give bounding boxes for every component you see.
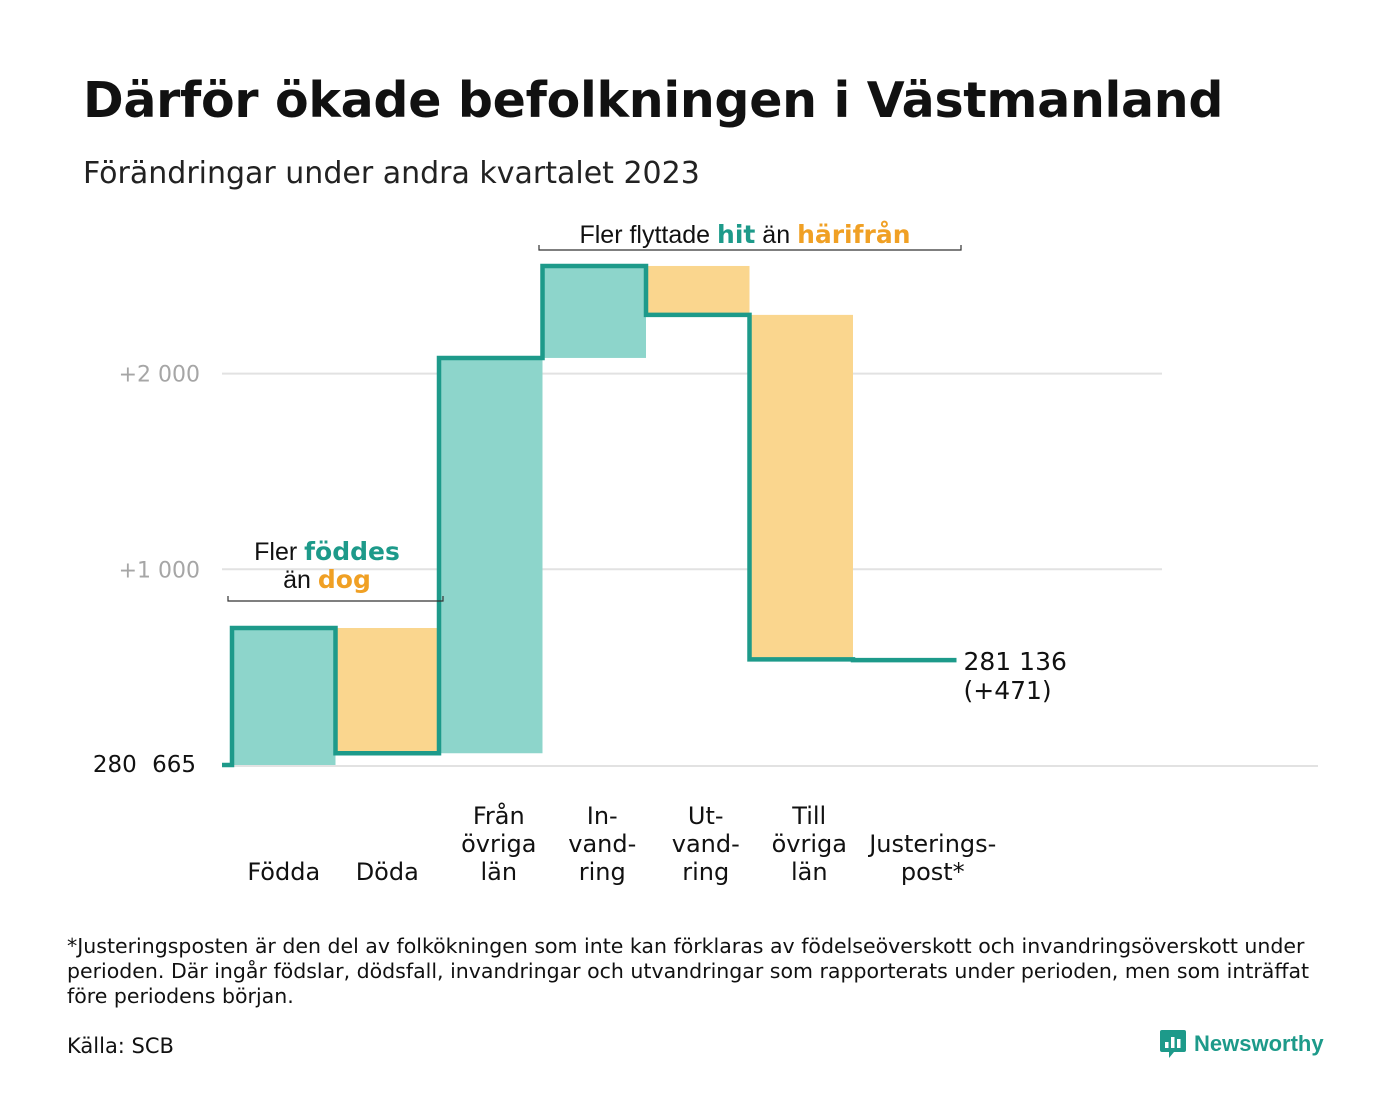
x-category-label-line: övriga [461,830,536,858]
x-category-label: Från övriga län [461,801,536,886]
chart-title: Därför ökade befolkningen i Västmanland [83,72,1224,129]
chart-subtitle: Förändringar under andra kvartalet 2023 [83,156,700,191]
end-value-label-line: 281 136 [964,647,1067,676]
x-category-label-line: Från [473,801,525,830]
brand-logo: Newsworthy [1159,1027,1324,1061]
loss-bar [646,265,750,315]
end-value-label: 281 136 (+471) [964,647,1067,705]
annotation-segment: härifrån [797,220,910,249]
x-category-label-line: vand- [672,830,740,858]
x-category-label-line: Döda [356,858,419,886]
annotation-bracket [227,596,444,602]
annotation-segment: föddes [304,537,400,566]
x-category-label-line: Ut- [688,802,724,830]
x-category-label: In-vand-ring [568,802,636,886]
x-category-label-line: Födda [247,858,320,886]
annotation-line: Fler föddes [254,537,400,566]
grid-lines [222,372,1318,767]
y-tick-label: +2 000 [119,363,200,388]
gain-bar [439,357,543,754]
annotation-line: Fler flyttade hit än härifrån [579,220,910,249]
end-value-label-line: (+471) [964,676,1052,705]
running-total-line [222,263,957,768]
x-category-label: Till övriga län [772,802,847,886]
annotation-segment: Fler [254,538,304,566]
x-category-label: Döda [356,858,419,886]
bars [222,263,957,768]
source-note: Källa: SCB [67,1034,174,1058]
x-category-label-line: ring [579,858,626,886]
x-category-label-line: län [480,858,517,886]
annotation-segment: hit [717,220,755,249]
x-category-label-line: ring [682,858,729,886]
annotation-text: Fler flyttade hit än härifrån [579,220,910,249]
x-category-label-line: vand- [568,830,636,858]
loss-bar [335,628,439,754]
x-category-label-line: Justerings- [867,830,996,858]
annotation-segment: än [283,566,318,594]
x-category-label: Justerings-post* [867,830,996,886]
x-category-label: Ut-vand-ring [672,802,740,886]
annotation-bracket [538,245,962,251]
loss-bar [749,314,853,660]
brand-name: Newsworthy [1194,1031,1324,1056]
x-category-label-line: post* [901,858,965,886]
gain-bar [542,265,646,358]
annotation-segment: än [755,221,797,249]
x-category-label-line: Till [791,802,826,830]
start-value-label: 280 665 [93,752,196,778]
annotation-segment: dog [318,565,371,594]
newsworthy-logo-icon [1160,1030,1186,1058]
footnote: *Justeringsposten är den del av folkökni… [67,934,1310,1008]
y-tick-label: +1 000 [119,558,200,583]
x-category-label-line: län [791,858,828,886]
annotation-segment: Fler flyttade [579,221,717,249]
annotation-text: Fler föddes än dog [254,537,400,594]
x-category-label-line: In- [587,802,618,830]
x-category-label: Födda [247,858,320,886]
x-category-label-line: övriga [772,830,847,858]
gain-bar [232,628,336,765]
annotation-line: än dog [283,565,371,594]
